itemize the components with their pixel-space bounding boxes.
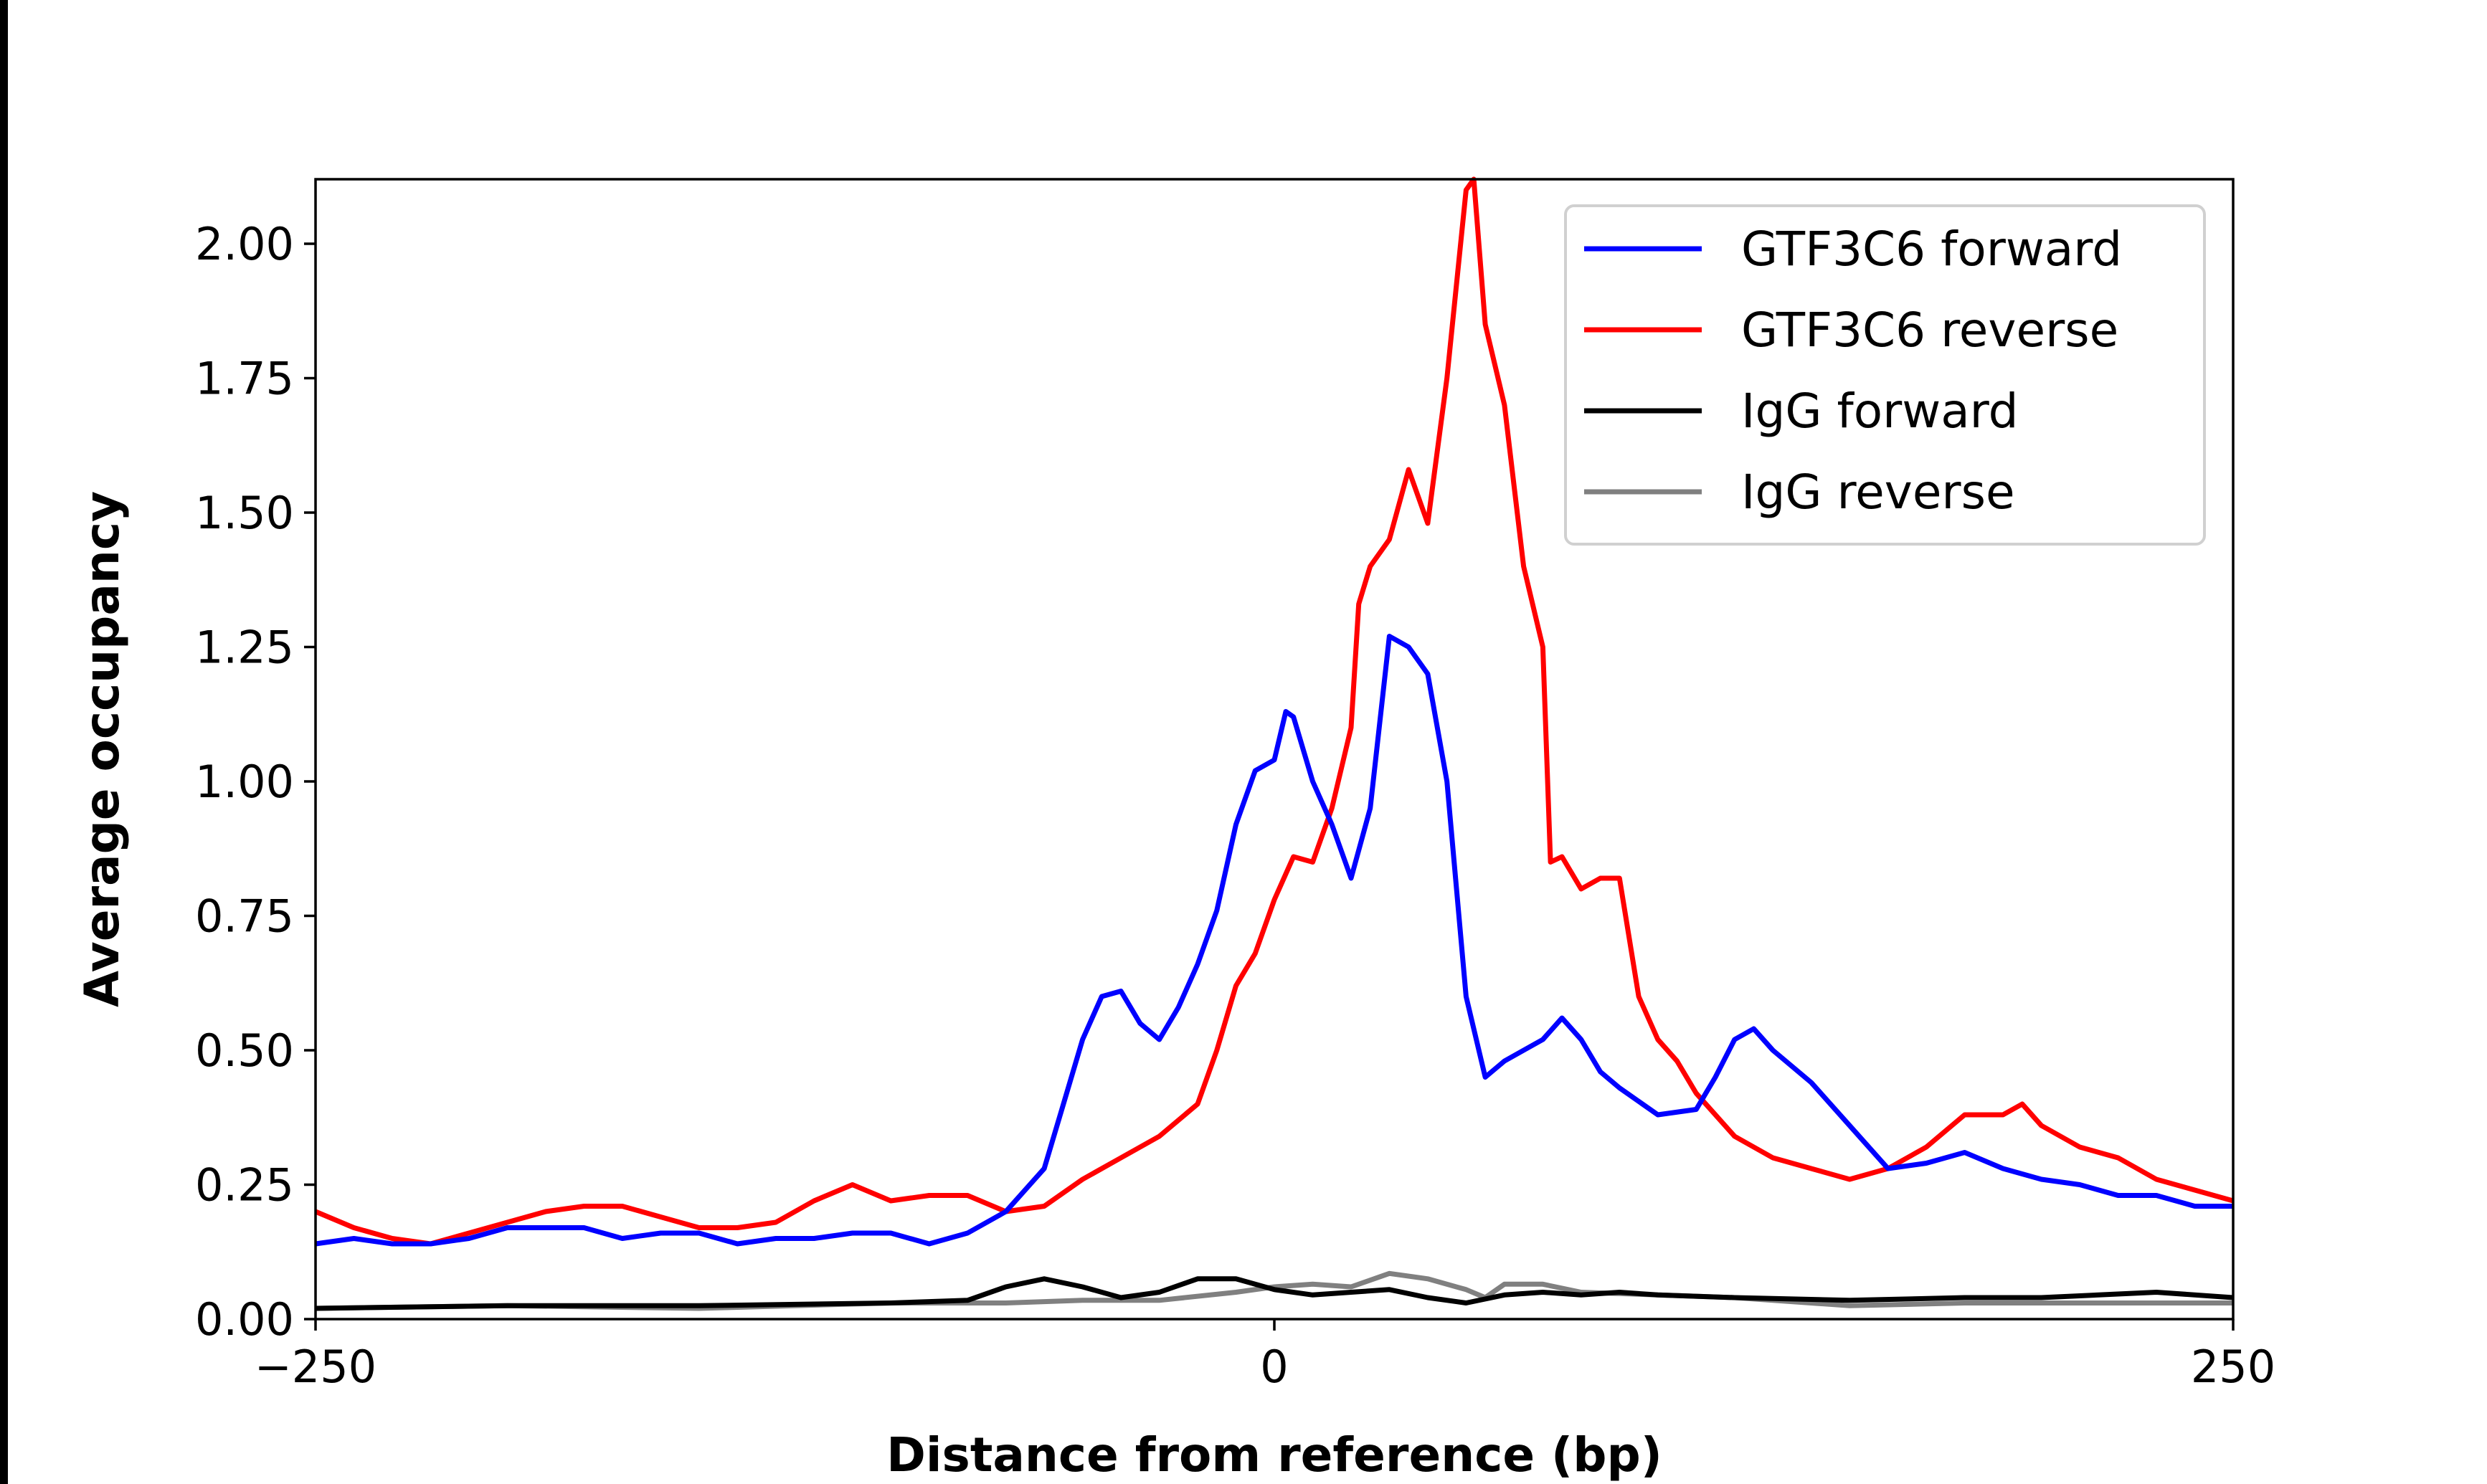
- y-tick-label: 0.75: [195, 890, 294, 943]
- x-tick-label: −250: [255, 1341, 376, 1393]
- legend-label: IgG reverse: [1741, 465, 2015, 520]
- series-layer: [314, 176, 2234, 1311]
- series-line-gtf3c6-forward: [315, 634, 2233, 1247]
- legend-label: GTF3C6 reverse: [1741, 303, 2118, 358]
- left-border: [0, 0, 8, 1484]
- y-tick-label: 1.00: [195, 756, 294, 808]
- ticks-layer: −250 0 250 0.00 0.25 0.50 0.75 1.00 1.25 1.50 1.75…: [195, 218, 2275, 1393]
- series-line-gtf3c6-reverse: [314, 176, 2234, 1247]
- y-tick-label: 1.25: [195, 622, 294, 674]
- legend: GTF3C6 forward GTF3C6 reverse IgG forward I…: [1564, 204, 2206, 546]
- legend-item: GTF3C6 reverse: [1584, 303, 2118, 358]
- series-line-igg-forward: [315, 1276, 2234, 1311]
- y-tick-label: 2.00: [195, 218, 294, 270]
- x-tick-label: 0: [1260, 1341, 1288, 1393]
- x-axis-label: Distance from reference (bp): [886, 1427, 1662, 1483]
- y-tick-label: 0.50: [195, 1024, 294, 1077]
- y-axis-label: Average occupancy: [75, 491, 130, 1007]
- legend-label: IgG forward: [1741, 384, 2019, 439]
- y-tick-label: 0.00: [195, 1293, 294, 1346]
- legend-item: IgG reverse: [1584, 465, 2015, 520]
- legend-box: [1564, 204, 2206, 546]
- y-tick-label: 0.25: [195, 1159, 294, 1212]
- legend-label: GTF3C6 forward: [1741, 222, 2122, 277]
- legend-item: IgG forward: [1584, 384, 2019, 439]
- y-tick-label: 1.50: [195, 487, 294, 539]
- legend-item: GTF3C6 forward: [1584, 222, 2122, 277]
- x-tick-label: 250: [2191, 1341, 2275, 1393]
- y-tick-label: 1.75: [195, 353, 294, 405]
